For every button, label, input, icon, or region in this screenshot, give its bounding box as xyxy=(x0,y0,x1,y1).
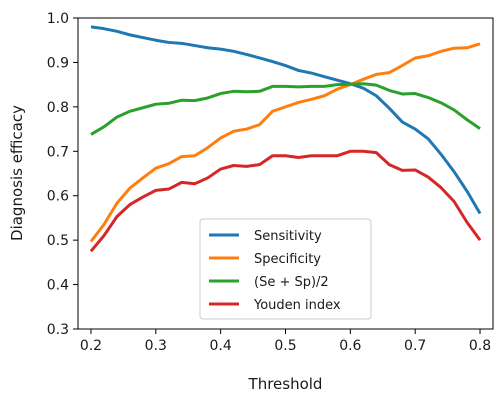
x-tick-label: 0.3 xyxy=(145,338,167,354)
y-tick-label: 0.5 xyxy=(47,233,69,249)
y-tick-label: 0.3 xyxy=(47,322,69,338)
legend-box xyxy=(199,218,372,320)
y-tick-label: 0.4 xyxy=(47,278,69,294)
series-line-0 xyxy=(90,25,482,215)
series-line-2 xyxy=(90,82,481,136)
y-tick-label: 0.7 xyxy=(47,144,69,160)
plot-lines xyxy=(89,25,482,253)
x-tick-label: 0.5 xyxy=(274,338,296,354)
x-tick-label: 0.4 xyxy=(210,338,232,354)
legend: Sensitivity Specificity (Se + Sp)/2 Youden … xyxy=(199,218,372,320)
series-line-3 xyxy=(89,149,482,253)
y-tick-label: 0.6 xyxy=(47,189,69,205)
x-tick-label: 0.8 xyxy=(469,338,491,354)
y-axis-ticks: 0.3 0.4 0.5 0.6 0.7 0.8 0.9 1.0 xyxy=(47,11,78,338)
series-line-1 xyxy=(89,42,481,243)
legend-label-1: Specificity xyxy=(254,252,321,267)
legend-label-3: Youden index xyxy=(253,298,341,313)
y-axis-label: Diagnosis efficacy xyxy=(8,105,26,241)
x-tick-label: 0.7 xyxy=(404,338,426,354)
y-tick-label: 0.9 xyxy=(47,55,69,71)
x-tick-label: 0.6 xyxy=(339,338,361,354)
x-axis-label: Threshold xyxy=(248,375,323,393)
x-axis-ticks: 0.2 0.3 0.4 0.5 0.6 0.7 0.8 xyxy=(80,329,491,354)
x-tick-label: 0.2 xyxy=(80,338,102,354)
legend-label-2: (Se + Sp)/2 xyxy=(254,275,329,290)
legend-label-0: Sensitivity xyxy=(254,229,322,244)
y-tick-label: 0.8 xyxy=(47,100,69,116)
y-tick-label: 1.0 xyxy=(47,11,69,27)
